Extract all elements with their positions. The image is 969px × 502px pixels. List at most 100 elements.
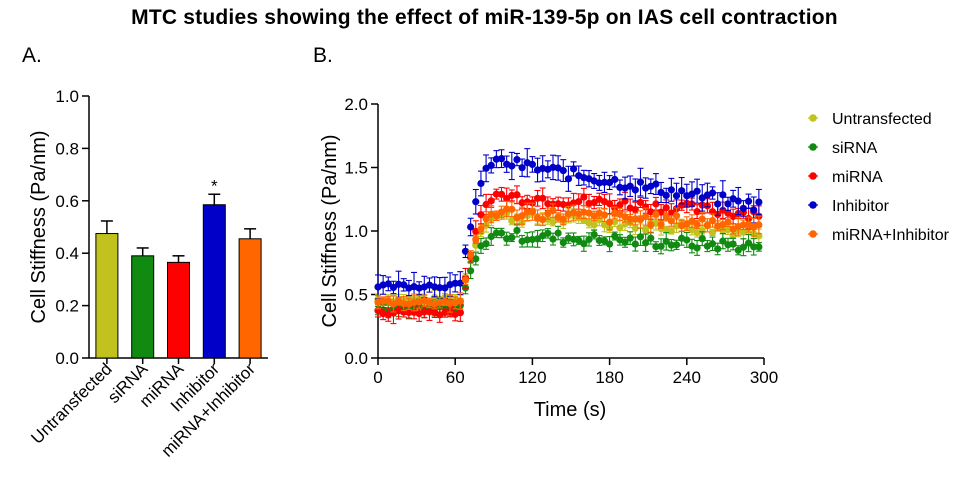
data-point [647, 234, 655, 242]
data-point [528, 160, 537, 168]
data-point [606, 200, 614, 208]
data-point [441, 284, 449, 292]
data-point [642, 203, 650, 211]
data-point [739, 228, 748, 236]
data-point [461, 247, 470, 255]
legend-item-label: miRNA [832, 169, 883, 186]
data-point [672, 241, 681, 249]
scatter-chart-panel-b: Cell Stiffness (Pa/nm) Time (s) 0.0 0.5 1.… [319, 95, 778, 421]
data-point [708, 217, 717, 225]
data-point [487, 232, 495, 241]
data-point [549, 235, 557, 243]
data-point [652, 180, 660, 188]
data-point [405, 308, 413, 317]
data-point [487, 161, 495, 170]
bar-y-tick-label: 0.6 [55, 192, 79, 211]
data-point [559, 166, 567, 175]
data-point [631, 205, 639, 214]
legend-item-label: Untransfected [832, 111, 932, 128]
data-point [636, 178, 645, 186]
data-point [436, 284, 444, 292]
data-point [667, 227, 675, 235]
data-point [698, 227, 706, 235]
data-point [600, 211, 609, 219]
data-point [631, 186, 639, 194]
bar-y-tick-label: 0.2 [55, 297, 79, 316]
data-point [734, 197, 742, 205]
data-point [585, 235, 593, 244]
data-point [508, 162, 516, 170]
data-point [611, 175, 619, 184]
data-point [678, 187, 686, 195]
data-point [487, 197, 495, 205]
data-point [518, 164, 526, 172]
data-point [482, 200, 490, 209]
bar-y-tick-label: 0.0 [55, 349, 79, 368]
data-point [384, 280, 392, 288]
data-point [600, 237, 609, 245]
data-point [714, 200, 722, 208]
data-point [569, 165, 578, 173]
data-point [467, 251, 475, 259]
data-point [580, 193, 588, 201]
data-point [662, 213, 670, 221]
data-point [755, 221, 763, 229]
data-point [652, 243, 660, 251]
data-point [544, 200, 552, 208]
data-point [590, 230, 598, 239]
data-point [657, 242, 665, 250]
data-point [739, 204, 748, 213]
data-point [595, 236, 603, 245]
data-point [672, 192, 681, 200]
data-point [472, 235, 480, 243]
data-point [379, 297, 387, 305]
data-point [703, 221, 711, 229]
data-point [652, 210, 660, 218]
data-point [626, 234, 634, 242]
data-point [631, 240, 639, 248]
data-point [616, 224, 624, 232]
data-point [672, 212, 681, 220]
data-point [497, 229, 506, 237]
scatter-y-tick-label: 2.0 [344, 95, 368, 114]
data-point [642, 213, 650, 221]
data-point [719, 191, 727, 199]
data-point [724, 209, 732, 217]
data-point [744, 197, 753, 205]
scatter-y-axis-label: Cell Stiffness (Pa/nm) [319, 134, 341, 327]
data-point [626, 182, 634, 190]
data-point [544, 229, 552, 237]
data-point [513, 226, 521, 235]
data-point [503, 205, 511, 213]
data-point [477, 179, 485, 188]
bar [202, 204, 226, 359]
data-point [647, 221, 655, 229]
data-point [508, 234, 516, 242]
data-point [539, 194, 547, 202]
data-point [600, 178, 609, 186]
data-point [467, 267, 475, 275]
bar-y-axis-label: Cell Stiffness (Pa/nm) [28, 130, 50, 323]
data-point [508, 205, 516, 213]
data-point [477, 225, 485, 233]
bar [131, 255, 155, 359]
series-untransfected [374, 207, 763, 310]
data-point [755, 243, 763, 251]
data-point [528, 208, 537, 216]
data-point [420, 308, 428, 316]
legend-item-label: Inhibitor [832, 198, 890, 215]
data-point [626, 215, 634, 223]
data-point [724, 218, 732, 226]
data-point [477, 211, 485, 219]
data-point [698, 215, 706, 223]
data-point [400, 300, 408, 308]
series-inhibitor [374, 148, 763, 302]
data-point [708, 228, 717, 236]
data-point [549, 207, 557, 215]
data-point [744, 239, 753, 247]
data-point [518, 212, 526, 220]
data-point [755, 198, 763, 206]
data-point [724, 200, 732, 208]
data-point [714, 245, 722, 253]
